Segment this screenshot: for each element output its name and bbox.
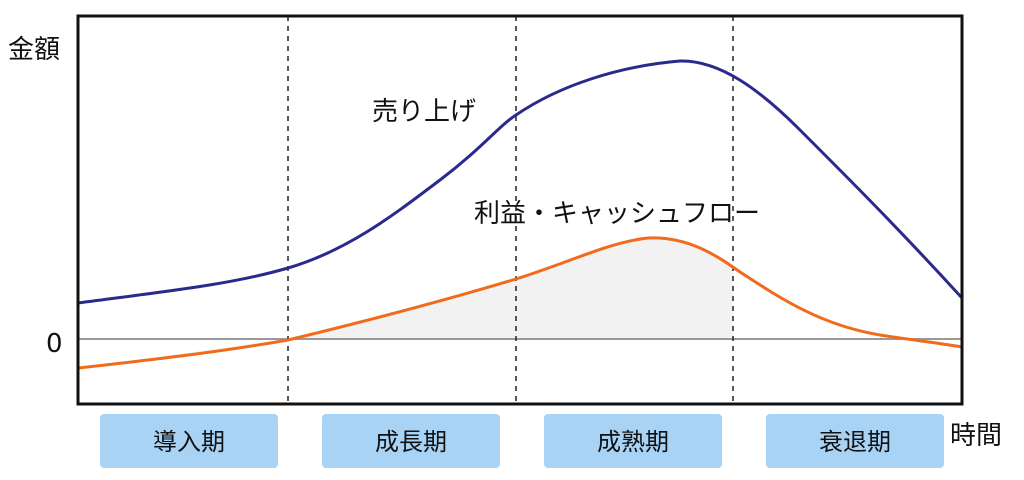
phase-growth: 成長期 bbox=[322, 414, 500, 468]
phase-label: 成熟期 bbox=[597, 428, 669, 456]
sales-curve-label: 売り上げ bbox=[372, 97, 476, 127]
zero-label: 0 bbox=[46, 329, 63, 359]
phase-label: 導入期 bbox=[153, 428, 225, 456]
phase-box bbox=[544, 414, 722, 468]
phase-label: 衰退期 bbox=[819, 428, 891, 456]
phase-maturity: 成熟期 bbox=[544, 414, 722, 468]
sales-curve bbox=[77, 59, 964, 305]
y-axis-label: 金額 bbox=[8, 35, 60, 65]
phase-boxes: 導入期 成長期 成熟期 衰退期 bbox=[100, 414, 944, 468]
x-axis-label: 時間 bbox=[950, 421, 1002, 451]
phase-box bbox=[322, 414, 500, 468]
profit-curve bbox=[77, 236, 963, 370]
phase-label: 成長期 bbox=[375, 428, 447, 456]
profit-area-fill bbox=[78, 237, 733, 368]
phase-introduction: 導入期 bbox=[100, 414, 278, 468]
plot-frame bbox=[76, 14, 964, 406]
phase-decline: 衰退期 bbox=[766, 414, 944, 468]
profit-curve-label: 利益・キャッシュフロー bbox=[474, 199, 760, 229]
phase-box bbox=[766, 414, 944, 468]
phase-box bbox=[100, 414, 278, 468]
